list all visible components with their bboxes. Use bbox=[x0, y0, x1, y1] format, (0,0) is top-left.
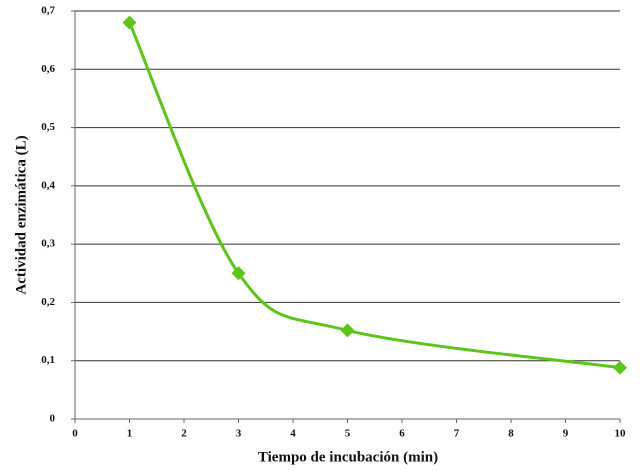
x-tick-label: 7 bbox=[454, 428, 460, 440]
x-tick-label: 9 bbox=[563, 428, 569, 440]
x-tick-label: 0 bbox=[72, 428, 78, 440]
marker bbox=[231, 266, 246, 281]
x-tick-label: 5 bbox=[345, 428, 351, 440]
x-tick-label: 6 bbox=[399, 428, 405, 440]
y-tick-label: 0 bbox=[50, 413, 56, 425]
y-tick-label: 0,1 bbox=[41, 354, 55, 366]
marker bbox=[613, 360, 627, 375]
x-axis-title: Tiempo de incubación (min) bbox=[258, 449, 438, 465]
y-tick-label: 0,6 bbox=[41, 63, 55, 75]
x-tick-label: 2 bbox=[181, 428, 187, 440]
y-tick-label: 0,5 bbox=[41, 121, 55, 133]
x-tick-label: 4 bbox=[290, 428, 296, 440]
x-tick-label: 8 bbox=[508, 428, 514, 440]
line bbox=[128, 22, 621, 370]
x-tick-label: 1 bbox=[127, 428, 133, 440]
x-tick-label: 10 bbox=[615, 428, 627, 440]
marker bbox=[122, 15, 137, 30]
x-tick-label: 3 bbox=[236, 428, 242, 440]
y-tick-label: 0,7 bbox=[41, 5, 55, 17]
y-tick-label: 0,2 bbox=[41, 296, 55, 308]
y-tick-label: 0,3 bbox=[41, 238, 55, 250]
y-axis-title: Actividad enzimática (L) bbox=[13, 135, 29, 294]
y-tick-label: 0,4 bbox=[41, 179, 55, 191]
marker bbox=[340, 323, 355, 338]
